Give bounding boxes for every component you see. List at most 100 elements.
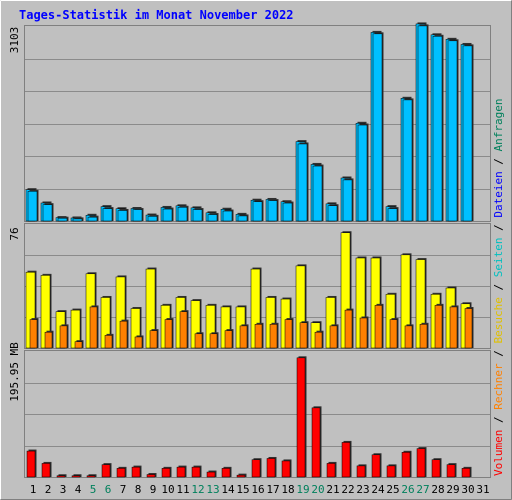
bar-volumen-11 bbox=[176, 466, 186, 478]
bar-rechner-29 bbox=[449, 306, 458, 349]
bar-volumen-22 bbox=[341, 442, 351, 478]
x-tick-label-19: 19 bbox=[296, 483, 309, 496]
bar-rechner-30 bbox=[464, 308, 473, 349]
bar-rechner-2 bbox=[44, 331, 53, 349]
legend-anfragen: Anfragen bbox=[492, 98, 505, 151]
x-tick-label-13: 13 bbox=[206, 483, 219, 496]
x-tick-label-2: 2 bbox=[45, 483, 52, 496]
bar-dateien-21 bbox=[327, 205, 338, 222]
bar-volumen-14 bbox=[221, 468, 231, 478]
bar-volumen-28 bbox=[431, 459, 441, 478]
x-tick-label-21: 21 bbox=[326, 483, 339, 496]
bar-volumen-3 bbox=[56, 475, 66, 478]
bar-dateien-8 bbox=[132, 209, 143, 222]
bar-rechner-4 bbox=[74, 341, 83, 349]
bar-rechner-12 bbox=[194, 333, 203, 349]
x-tick-label-16: 16 bbox=[251, 483, 264, 496]
bar-rechner-17 bbox=[269, 324, 278, 349]
bar-dateien-28 bbox=[432, 36, 443, 222]
bar-dateien-11 bbox=[177, 207, 188, 222]
x-tick-label-11: 11 bbox=[176, 483, 189, 496]
bar-rechner-25 bbox=[389, 319, 398, 349]
bar-rechner-11 bbox=[179, 311, 188, 349]
x-tick-label-9: 9 bbox=[150, 483, 157, 496]
x-axis-labels: 1 2 3 4 5 6 7 8 9 10 11 12 13 14 15 16 17 18 19 20 21 22 23 24 2… bbox=[30, 483, 490, 496]
bar-volumen-25 bbox=[386, 465, 396, 478]
bar-rechner-22 bbox=[344, 309, 353, 349]
bar-dateien-6 bbox=[102, 208, 113, 222]
bar-dateien-3 bbox=[57, 217, 68, 222]
bar-volumen-4 bbox=[71, 475, 81, 478]
bar-rechner-23 bbox=[359, 317, 368, 349]
bar-dateien-17 bbox=[267, 200, 278, 222]
legend-sep-1: / bbox=[492, 416, 505, 423]
bar-rechner-9 bbox=[149, 330, 158, 349]
legend-besuche: Besuche bbox=[492, 297, 505, 343]
bar-rechner-6 bbox=[104, 335, 113, 349]
bar-rechner-10 bbox=[164, 319, 173, 349]
bar-volumen-19 bbox=[296, 357, 306, 478]
bar-volumen-21 bbox=[326, 463, 336, 478]
y-tick-top: 3103 bbox=[8, 27, 21, 54]
x-tick-label-31: 31 bbox=[476, 483, 489, 496]
bar-dateien-15 bbox=[237, 215, 248, 222]
bar-dateien-1 bbox=[27, 191, 38, 222]
bar-volumen-30 bbox=[461, 468, 471, 478]
x-tick-label-22: 22 bbox=[341, 483, 354, 496]
bar-volumen-29 bbox=[446, 464, 456, 478]
bar-dateien-7 bbox=[117, 210, 128, 222]
bar-rechner-26 bbox=[404, 325, 413, 349]
x-tick-label-10: 10 bbox=[161, 483, 174, 496]
bar-volumen-17 bbox=[266, 458, 276, 478]
chart-title: Tages-Statistik im Monat November 2022 bbox=[19, 8, 294, 22]
x-tick-label-12: 12 bbox=[191, 483, 204, 496]
x-tick-label-15: 15 bbox=[236, 483, 249, 496]
bar-rechner-28 bbox=[434, 305, 443, 349]
x-tick-label-3: 3 bbox=[60, 483, 67, 496]
x-tick-label-1: 1 bbox=[30, 483, 37, 496]
bar-rechner-27 bbox=[419, 324, 428, 349]
bar-volumen-1 bbox=[26, 450, 36, 478]
bar-dateien-4 bbox=[72, 218, 83, 222]
bar-volumen-18 bbox=[281, 460, 291, 478]
bar-rechner-18 bbox=[284, 319, 293, 349]
x-tick-label-20: 20 bbox=[311, 483, 324, 496]
legend-sep-4: / bbox=[492, 224, 505, 231]
bar-rechner-1 bbox=[29, 319, 38, 349]
x-tick-label-29: 29 bbox=[446, 483, 459, 496]
x-tick-label-26: 26 bbox=[401, 483, 414, 496]
bar-rechner-13 bbox=[209, 333, 218, 349]
y-tick-middle: 76 bbox=[8, 227, 21, 240]
bar-dateien-5 bbox=[87, 216, 98, 222]
x-tick-label-17: 17 bbox=[266, 483, 279, 496]
bar-volumen-12 bbox=[191, 466, 201, 478]
bar-rechner-16 bbox=[254, 324, 263, 349]
bar-volumen-6 bbox=[101, 464, 111, 478]
bar-volumen-5 bbox=[86, 475, 96, 478]
bar-dateien-13 bbox=[207, 214, 218, 222]
bar-volumen-27 bbox=[416, 448, 426, 478]
bar-rechner-19 bbox=[299, 322, 308, 349]
bar-volumen-10 bbox=[161, 468, 171, 478]
bar-rechner-7 bbox=[119, 320, 128, 349]
legend-volumen: Volumen bbox=[492, 430, 505, 476]
panel-frame-top bbox=[24, 25, 491, 222]
bar-rechner-20 bbox=[314, 331, 323, 349]
bar-rechner-24 bbox=[374, 305, 383, 349]
bar-rechner-5 bbox=[89, 306, 98, 349]
bar-rechner-15 bbox=[239, 325, 248, 349]
x-tick-label-8: 8 bbox=[135, 483, 142, 496]
x-tick-label-6: 6 bbox=[105, 483, 112, 496]
bar-volumen-20 bbox=[311, 407, 321, 478]
bar-dateien-18 bbox=[282, 202, 293, 222]
panel-frame-bottom bbox=[24, 350, 491, 478]
x-tick-label-23: 23 bbox=[356, 483, 369, 496]
bar-rechner-21 bbox=[329, 325, 338, 349]
x-tick-label-4: 4 bbox=[75, 483, 82, 496]
bar-dateien-23 bbox=[357, 124, 368, 222]
bar-rechner-8 bbox=[134, 336, 143, 349]
bar-rechner-3 bbox=[59, 325, 68, 349]
bar-dateien-25 bbox=[387, 208, 398, 222]
bar-dateien-2 bbox=[42, 204, 53, 222]
